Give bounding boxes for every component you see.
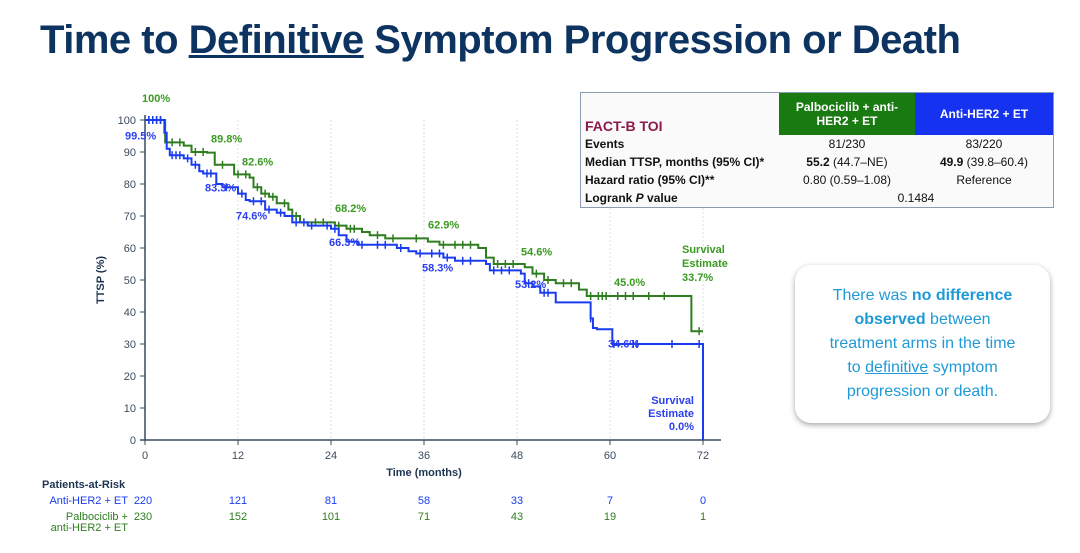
risk-value: 121 (229, 495, 247, 507)
x-axis-label: Time (months) (386, 467, 462, 479)
y-tick-label: 10 (124, 403, 136, 415)
end-label: 33.7% (682, 272, 713, 284)
y-tick-label: 100 (118, 115, 136, 127)
data-label: 99.5% (125, 131, 156, 143)
risk-value: 81 (325, 495, 337, 507)
end-label: Survival (682, 244, 725, 256)
table-row: Hazard ratio (95% CI)** 0.80 (0.59–1.08) R… (585, 173, 1012, 187)
data-label: 68.2% (335, 203, 366, 215)
header-anti-her2: Anti-HER2 + ET (915, 92, 1054, 135)
data-label: 74.6% (236, 210, 267, 222)
risk-row-label: Palbociclib + (66, 511, 128, 523)
data-label: 58.3% (422, 262, 453, 274)
results-table: FACT-B TOI Palbociclib + anti-HER2 + ET … (580, 92, 1054, 208)
y-tick-label: 30 (124, 339, 136, 351)
data-label: 100% (142, 93, 170, 105)
risk-value: 58 (418, 495, 430, 507)
risk-value: 7 (607, 495, 613, 507)
risk-row-label: anti-HER2 + ET (51, 522, 129, 534)
data-label: 45.0% (614, 277, 645, 289)
x-tick-label: 0 (142, 450, 148, 462)
y-tick-label: 40 (124, 307, 136, 319)
data-label: 54.6% (521, 246, 552, 258)
data-label: 66.3% (329, 237, 360, 249)
risk-value: 220 (134, 495, 152, 507)
x-tick-label: 48 (511, 450, 523, 462)
x-tick-label: 60 (604, 450, 616, 462)
risk-value: 0 (700, 495, 706, 507)
data-label: 34.6% (608, 338, 639, 350)
table-row: Events 81/230 83/220 (585, 137, 1003, 151)
x-tick-label: 24 (325, 450, 337, 462)
end-label: Estimate (682, 258, 728, 270)
risk-value: 152 (229, 511, 247, 523)
risk-value: 19 (604, 511, 616, 523)
end-label: Survival (651, 395, 694, 407)
y-tick-label: 70 (124, 211, 136, 223)
risk-value: 71 (418, 511, 430, 523)
risk-value: 33 (511, 495, 523, 507)
data-label: 83.3% (205, 182, 236, 194)
y-tick-label: 20 (124, 371, 136, 383)
x-tick-label: 36 (418, 450, 430, 462)
risk-value: 1 (700, 511, 706, 523)
table-row: Logrank P value 0.1484 (585, 191, 935, 205)
y-tick-label: 50 (124, 275, 136, 287)
x-tick-label: 72 (697, 450, 709, 462)
header-palbociclib: Palbociclib + anti-HER2 + ET (779, 92, 915, 135)
x-tick-label: 12 (232, 450, 244, 462)
end-label: 0.0% (669, 421, 694, 433)
y-tick-label: 0 (130, 435, 136, 447)
km-curve-0 (145, 119, 703, 333)
y-tick-label: 60 (124, 243, 136, 255)
y-axis-label: TTSP (%) (95, 256, 107, 304)
data-label: 82.6% (242, 157, 273, 169)
y-tick-label: 90 (124, 147, 136, 159)
risk-row-label: Anti-HER2 + ET (49, 495, 128, 507)
risk-value: 230 (134, 511, 152, 523)
y-tick-label: 80 (124, 179, 136, 191)
risk-value: 101 (322, 511, 340, 523)
end-label: Estimate (648, 408, 694, 420)
conclusion-callout: There was no difference observed between… (795, 265, 1050, 423)
table-row: Median TTSP, months (95% CI)* 55.2 (44.7–… (585, 155, 1029, 169)
km-curve-1 (145, 119, 704, 440)
table-label: FACT-B TOI (585, 118, 663, 134)
page-title: Time to Definitive Symptom Progression o… (40, 18, 961, 62)
risk-value: 43 (511, 511, 523, 523)
data-label: 53.2% (515, 279, 546, 291)
data-label: 62.9% (428, 220, 459, 232)
data-label: 89.8% (211, 134, 242, 146)
risk-table-title: Patients-at-Risk (42, 479, 126, 491)
